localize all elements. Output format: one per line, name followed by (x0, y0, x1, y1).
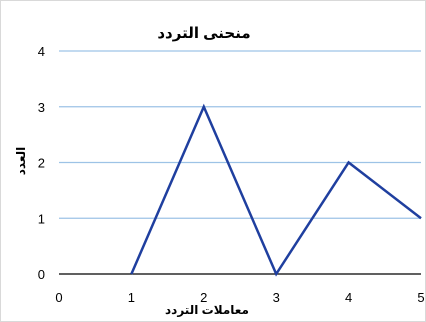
y-tick-labels: 0 1 2 3 4 (38, 44, 45, 282)
y-axis-label: العدد (14, 147, 28, 175)
x-tick-label-4: 4 (345, 290, 352, 305)
x-tick-label-5: 5 (417, 290, 424, 305)
y-tick-label-1: 1 (38, 211, 45, 226)
series-line-0 (130, 103, 422, 277)
chart-title: منحنى التردد (157, 25, 250, 42)
y-tick-label-2: 2 (38, 156, 45, 171)
y-tick-label-4: 4 (38, 44, 45, 59)
x-tick-label-3: 3 (273, 290, 280, 305)
x-tick-label-0: 0 (55, 290, 62, 305)
x-axis-label: معاملات التردد (165, 303, 249, 317)
y-tick-label-3: 3 (38, 100, 45, 115)
gridlines (59, 50, 421, 219)
series-group (130, 103, 422, 277)
x-tick-label-2: 2 (200, 290, 207, 305)
x-tick-labels: 0 1 2 3 4 5 (55, 290, 424, 305)
y-tick-label-0: 0 (38, 267, 45, 282)
x-tick-label-1: 1 (128, 290, 135, 305)
